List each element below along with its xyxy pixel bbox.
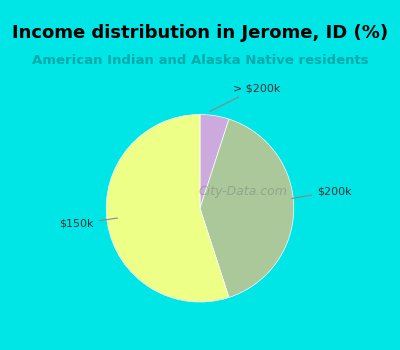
Text: Income distribution in Jerome, ID (%): Income distribution in Jerome, ID (%) [12,25,388,42]
Text: American Indian and Alaska Native residents: American Indian and Alaska Native reside… [32,54,368,67]
Text: $200k: $200k [292,186,352,198]
Text: City-Data.com: City-Data.com [199,185,288,198]
Text: > $200k: > $200k [210,83,280,111]
Wedge shape [200,119,294,298]
Wedge shape [106,114,229,302]
Text: $150k: $150k [59,218,118,229]
Wedge shape [200,114,229,208]
